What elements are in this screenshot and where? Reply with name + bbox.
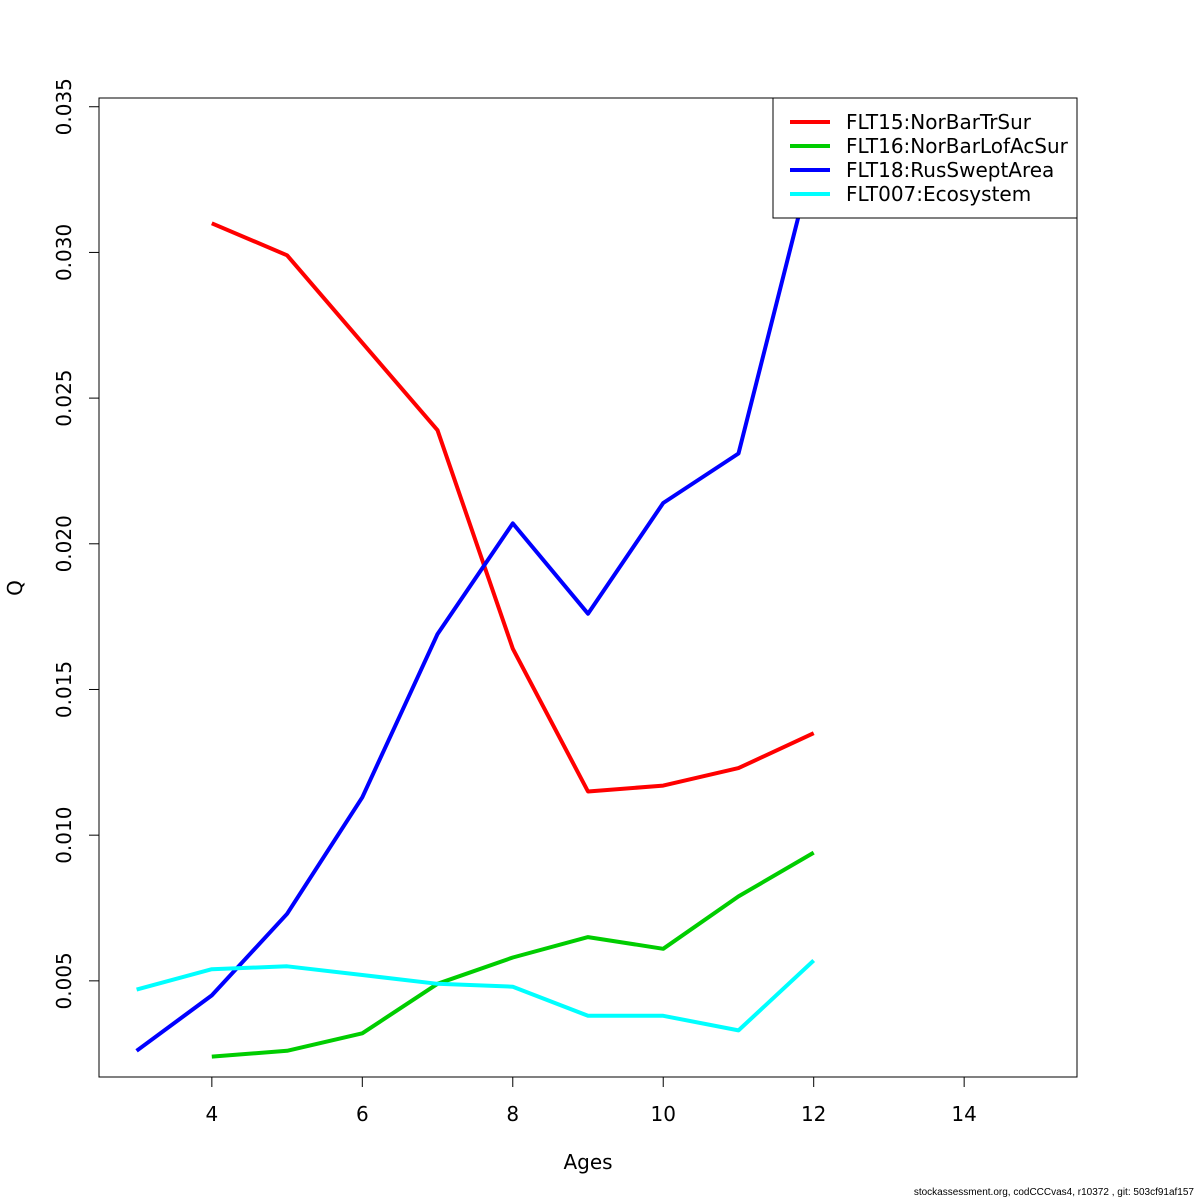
series-line-3 xyxy=(135,155,816,1053)
x-tick-label: 14 xyxy=(951,1102,976,1126)
series-layer xyxy=(135,155,816,1059)
series-line-2 xyxy=(211,850,815,1059)
y-tick-label: 0.020 xyxy=(52,515,76,572)
y-tick-label: 0.030 xyxy=(52,224,76,281)
x-tick-label: 12 xyxy=(801,1102,826,1126)
y-tick-label: 0.015 xyxy=(52,661,76,718)
legend-label: FLT007:Ecosystem xyxy=(846,182,1031,206)
footer-note: stockassessment.org, codCCCvas4, r10372 … xyxy=(913,1187,1194,1198)
y-axis-label: Q xyxy=(3,580,27,596)
series-line-4 xyxy=(136,959,816,1033)
y-axis: 0.005 0.010 0.015 0.020 0.025 0.030 0.035 xyxy=(52,78,100,1009)
plot-frame xyxy=(98,97,1078,1078)
legend-label: FLT18:RusSweptArea xyxy=(846,158,1054,182)
x-axis-label: Ages xyxy=(563,1150,612,1174)
x-tick-label: 6 xyxy=(356,1102,369,1126)
legend-box xyxy=(772,97,1078,219)
legend-label: FLT16:NorBarLofAcSur xyxy=(846,134,1069,158)
y-tick-label: 0.005 xyxy=(52,952,76,1009)
y-tick-label: 0.025 xyxy=(52,369,76,426)
series-line-1 xyxy=(211,221,815,794)
x-tick-label: 8 xyxy=(506,1102,519,1126)
y-tick-label: 0.010 xyxy=(52,807,76,864)
x-tick-label: 10 xyxy=(651,1102,676,1126)
y-tick-label: 0.035 xyxy=(52,78,76,135)
legend-label: FLT15:NorBarTrSur xyxy=(846,110,1032,134)
x-tick-label: 4 xyxy=(205,1102,218,1126)
legend: FLT15:NorBarTrSurFLT16:NorBarLofAcSurFLT… xyxy=(772,97,1078,219)
x-axis: 4 6 8 10 12 14 xyxy=(205,1076,977,1126)
